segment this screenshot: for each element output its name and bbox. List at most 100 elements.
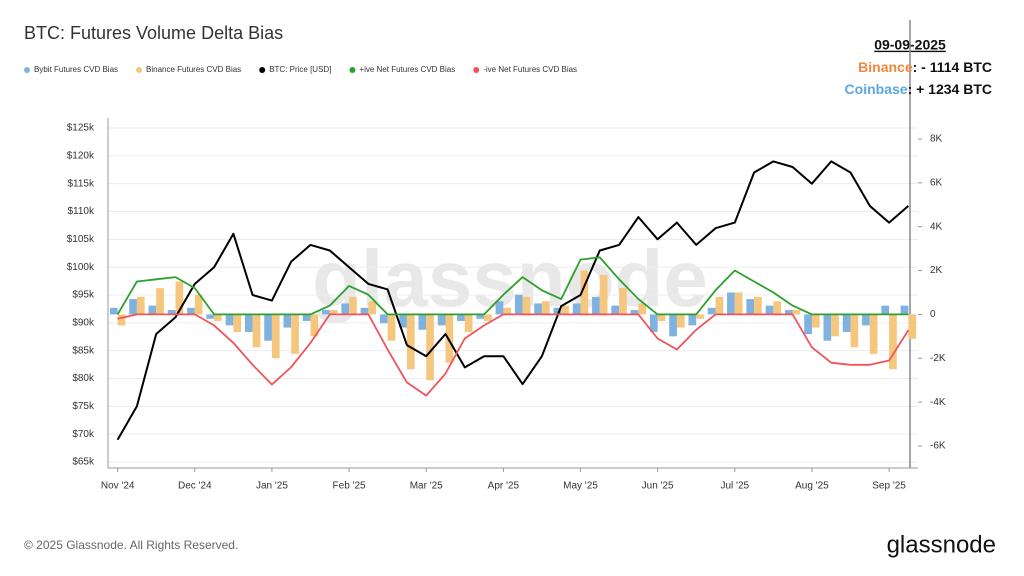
y2-tick-label: 6K [930,177,943,188]
bar [457,314,465,321]
bar [368,301,377,315]
bar [842,314,851,332]
x-tick-label: Jan '25 [256,481,288,492]
bar [715,296,724,315]
bar [784,310,793,315]
bar [649,314,658,332]
bar [225,314,234,326]
bar [175,281,184,315]
bar [252,314,261,348]
annotation-label: Binance [858,59,913,75]
annotation-text: : - 1114 BTC [913,59,992,75]
x-tick-label: Aug '25 [795,481,829,492]
legend-label: BTC: Price [USD] [269,65,331,74]
y2-tick-label: -2K [930,353,946,364]
legend-swatch [24,67,30,73]
x-tick-label: Nov '24 [101,481,135,492]
bar [484,314,492,321]
x-tick-label: Dec '24 [178,481,212,492]
bar [541,301,550,315]
x-tick-label: May '25 [563,481,598,492]
bar [734,292,743,315]
x-tick-label: Mar '25 [410,481,443,492]
legend-swatch [259,67,266,73]
bar [399,314,407,328]
y-tick-label: $80k [72,373,95,384]
bar [233,314,242,332]
annotation-line: Binance: - 1114 BTC [858,59,992,75]
bar [811,314,820,328]
bar [109,307,118,315]
bar [669,314,677,337]
bar [580,270,589,315]
line [117,313,910,397]
bar [426,314,434,381]
bar [572,303,581,315]
bar [676,314,685,328]
bar [850,314,859,348]
bar [476,314,485,319]
bar [322,310,330,315]
bar [754,296,762,315]
bar [464,314,473,332]
x-tick-label: Jun '25 [642,481,674,492]
y-tick-label: $85k [72,345,95,356]
bar [310,314,319,337]
legend-swatch [136,67,143,73]
y-tick-label: $100k [67,262,95,273]
legend-label: Bybit Futures CVD Bias [34,65,118,74]
bar [869,314,878,354]
chart-title: BTC: Futures Volume Delta Bias [24,23,283,43]
bar [619,288,627,315]
annotation-label: Coinbase [845,81,908,97]
legend-label: +ive Net Futures CVD Bias [359,65,455,74]
bar [187,307,195,315]
bar [445,314,454,363]
y-tick-label: $125k [67,123,95,134]
bar [889,314,897,370]
bar [592,296,600,315]
x-tick-label: Jul '25 [720,481,749,492]
bar [271,314,280,359]
bar [534,303,542,315]
bar [908,314,917,339]
bar [746,299,755,315]
bar [553,307,562,315]
x-tick-label: Feb '25 [333,481,366,492]
bar [823,314,832,341]
y-tick-label: $110k [67,206,95,217]
y2-tick-label: 2K [930,265,943,276]
bar [206,314,215,319]
bar [831,314,839,337]
bar [283,314,292,328]
y2-tick-label: 8K [930,134,943,145]
legend-label: Binance Futures CVD Bias [146,65,241,74]
bar [329,310,338,315]
bar [707,307,716,315]
line [116,256,909,316]
bar [862,314,870,326]
bar [387,314,396,341]
bar [727,292,735,315]
bar [379,314,388,324]
y-tick-label: $115k [67,178,95,189]
bar [611,305,620,315]
y-tick-label: $105k [67,234,95,245]
y2-tick-label: -6K [930,441,946,452]
y-tick-label: $70k [72,429,95,440]
y-tick-label: $120k [67,150,95,161]
bar [194,294,203,315]
bar [302,314,311,321]
bar [214,314,222,321]
bar [599,274,608,315]
bar [561,305,569,315]
bar [804,314,812,335]
bar [773,301,782,315]
bar [630,310,639,315]
bar [495,301,504,315]
y-tick-label: $75k [72,401,95,412]
bar [244,314,253,332]
annotation-line: Coinbase: + 1234 BTC [845,81,992,97]
y2-tick-label: 4K [930,221,943,232]
bar [638,303,647,315]
